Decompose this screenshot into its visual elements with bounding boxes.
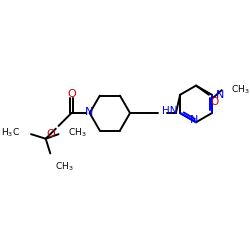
Text: CH$_3$: CH$_3$ (55, 161, 74, 173)
Text: H$_3$C: H$_3$C (1, 126, 20, 138)
Text: CH$_3$: CH$_3$ (231, 84, 250, 96)
Text: O: O (211, 96, 219, 106)
Text: O: O (67, 89, 76, 99)
Text: O: O (46, 129, 55, 139)
Text: N: N (190, 114, 198, 124)
Text: N: N (84, 107, 93, 117)
Text: CH$_3$: CH$_3$ (68, 126, 86, 138)
Text: HN: HN (162, 106, 178, 116)
Text: N: N (216, 90, 224, 100)
